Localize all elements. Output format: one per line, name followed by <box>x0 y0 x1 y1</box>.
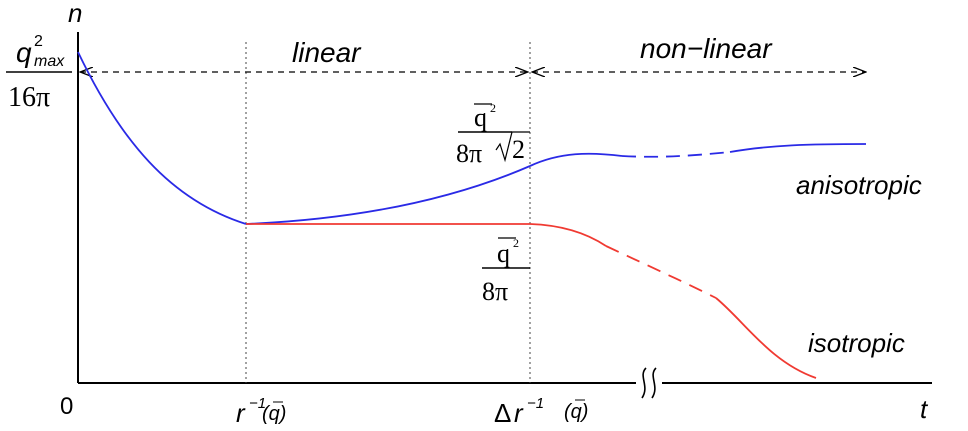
svg-text:2: 2 <box>512 135 525 164</box>
anisotropic-curve-nonlinear-solid <box>529 152 623 167</box>
svg-text:(q): (q) <box>262 403 286 425</box>
svg-text:q: q <box>16 37 32 68</box>
isotropic-curve-decay <box>715 297 817 379</box>
svg-text:16π: 16π <box>8 82 50 113</box>
svg-text:r: r <box>236 398 246 428</box>
tick-label-linear-time: r −1 (q) <box>236 395 286 428</box>
isotropic-label: isotropic <box>808 328 905 358</box>
svg-text:max: max <box>34 53 65 70</box>
svg-text:Δ: Δ <box>494 398 511 428</box>
x-axis-label: t <box>920 394 929 424</box>
isotropic-curve-nonlinear-solid <box>529 223 607 247</box>
anisotropic-curve-decay <box>77 51 247 225</box>
svg-text:2: 2 <box>490 101 496 115</box>
nonlinear-region-label: non−linear <box>640 33 773 64</box>
svg-text:8π: 8π <box>482 277 508 306</box>
isotropic-curve-nonlinear-dashed <box>605 245 717 299</box>
isotropic-level-value: q 2 8π <box>482 236 530 306</box>
svg-text:−1: −1 <box>527 395 544 412</box>
svg-text:2: 2 <box>34 33 43 50</box>
svg-text:r: r <box>514 398 524 428</box>
svg-text:q: q <box>474 103 487 132</box>
anisotropic-level-value: q 2 8π 2 <box>456 101 530 168</box>
origin-label: 0 <box>60 393 73 420</box>
anisotropic-curve-linear <box>245 165 531 225</box>
svg-text:−1: −1 <box>249 395 266 412</box>
svg-text:q: q <box>497 239 510 268</box>
linear-region-label: linear <box>292 37 362 68</box>
anisotropic-curve-nonlinear-dashed <box>621 151 731 158</box>
anisotropic-label: anisotropic <box>796 170 922 200</box>
y-axis-label: n <box>68 0 82 28</box>
tick-label-nonlinear-time: Δ r −1 (q) <box>494 395 588 428</box>
y-max-value: q 2 max 16π <box>6 33 72 113</box>
axis-break-icon <box>636 367 662 399</box>
svg-text:2: 2 <box>513 236 519 250</box>
anisotropic-curve-plateau <box>729 143 867 153</box>
svg-text:8π: 8π <box>456 139 482 168</box>
svg-text:(q): (q) <box>564 401 588 423</box>
